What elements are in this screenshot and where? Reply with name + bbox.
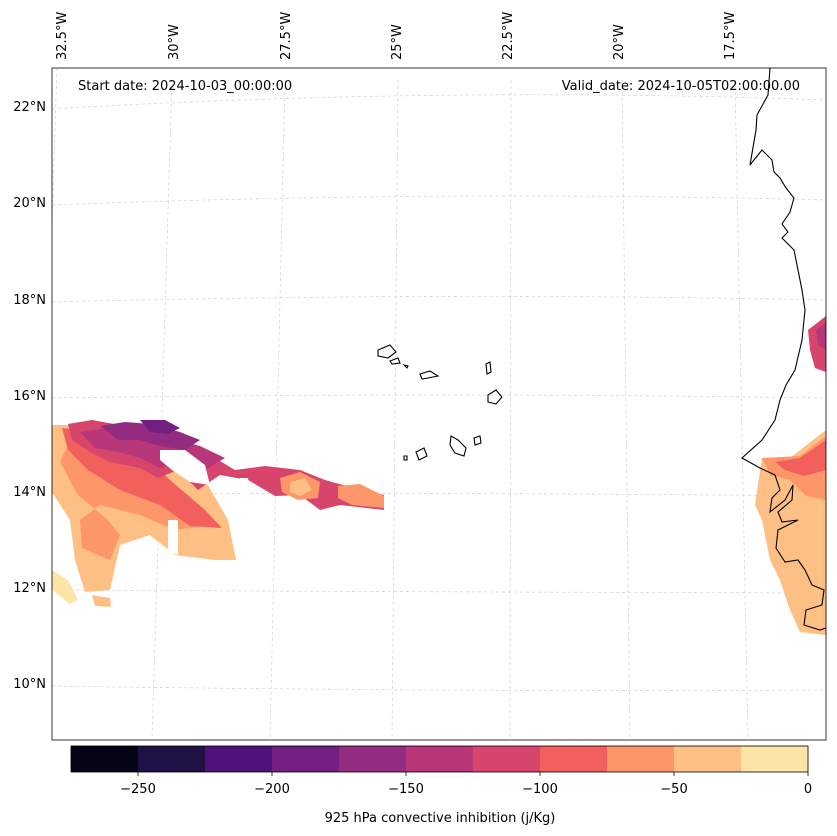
lat-label-16n: 16°N — [13, 389, 46, 404]
lon-label-22-5w: 22.5°W — [501, 12, 516, 60]
colorbar-swatch-10 — [674, 746, 742, 772]
cape-verde-santiago — [449, 435, 467, 457]
lat-labels: 22°N 20°N 18°N 16°N 14°N 12°N 10°N — [13, 100, 46, 692]
cape-verde-santa-luzia — [402, 363, 409, 369]
colorbar-swatch-11 — [741, 746, 809, 772]
cin-band-minus-75-to-minus-50-east2 — [338, 484, 384, 508]
lat-label-14n: 14°N — [13, 485, 46, 500]
colorbar-swatch-5 — [339, 746, 407, 772]
colorbar-title: 925 hPa convective inhibition (j/Kg) — [325, 811, 556, 826]
cape-verde-brava — [403, 455, 408, 461]
cape-verde-sal — [485, 361, 492, 375]
cin-east-band-minus-100 — [775, 440, 826, 476]
lat-label-18n: 18°N — [13, 293, 46, 308]
cin-contours-east — [755, 316, 826, 635]
lon-label-25w: 25°W — [390, 24, 405, 60]
lon-labels: 32.5°W 30°W 27.5°W 25°W 22.5°W 20°W 17.5… — [55, 12, 738, 60]
lon-label-27-5w: 27.5°W — [279, 12, 294, 60]
cin-band-minus-50-to-minus-25-b — [92, 595, 111, 607]
colorbar-tick-minus-100: −100 — [522, 782, 558, 797]
cape-verde-fogo — [415, 447, 428, 461]
lon-label-20w: 20°W — [612, 24, 627, 60]
colorbar-swatch-7 — [473, 746, 541, 772]
coastlines — [377, 67, 827, 631]
colorbar-swatch-9 — [607, 746, 675, 772]
lat-label-10n: 10°N — [13, 677, 46, 692]
colorbar-border — [70, 745, 809, 773]
valid-date-label: Valid_date: 2024-10-05T02:00:00.00 — [562, 79, 800, 94]
lon-label-32-5w: 32.5°W — [55, 12, 70, 60]
colorbar — [70, 745, 809, 776]
lat-label-22n: 22°N — [13, 100, 46, 115]
cin-east-band-north-inner — [816, 322, 826, 350]
colorbar-swatch-1 — [71, 746, 139, 772]
lat-label-20n: 20°N — [13, 196, 46, 211]
cin-band-minus-200-to-minus-175 — [140, 420, 180, 434]
map-panel — [52, 68, 826, 740]
colorbar-swatch-8 — [540, 746, 608, 772]
cin-band-minus-175-to-minus-150 — [100, 422, 200, 450]
cin-no-data-hole-3 — [168, 520, 178, 555]
start-date-label: Start date: 2024-10-03_00:00:00 — [78, 79, 292, 94]
cin-contours-west — [52, 420, 384, 607]
colorbar-swatch-4 — [272, 746, 340, 772]
lon-label-30w: 30°W — [167, 24, 182, 60]
colorbar-tick-minus-250: −250 — [120, 782, 156, 797]
cin-band-minus-25-to-0-a — [52, 570, 78, 604]
colorbar-tick-minus-150: −150 — [388, 782, 424, 797]
cape-verde-santo-antao — [377, 344, 397, 359]
colorbar-ticks: −250 −200 −150 −100 −50 0 — [120, 782, 812, 797]
colorbar-swatch-6 — [406, 746, 474, 772]
cape-verde-sao-vicente — [389, 357, 401, 365]
map-frame — [51, 67, 827, 741]
cin-no-data-hole — [160, 450, 210, 485]
cape-verde-sao-nicolau — [419, 370, 440, 380]
lon-label-17-5w: 17.5°W — [723, 12, 738, 60]
colorbar-tick-0: 0 — [804, 782, 812, 797]
colorbar-tick-minus-50: −50 — [660, 782, 687, 797]
cape-verde-boa-vista — [487, 389, 503, 405]
lat-label-12n: 12°N — [13, 581, 46, 596]
colorbar-tick-minus-200: −200 — [254, 782, 290, 797]
africa-coastline — [741, 67, 827, 631]
colorbar-swatch-2 — [138, 746, 206, 772]
gridlines — [51, 67, 827, 741]
colorbar-swatch-3 — [205, 746, 273, 772]
cin-band-minus-50-to-minus-25-east — [290, 478, 312, 496]
cape-verde-maio — [473, 435, 482, 446]
cin-no-data-hole-2 — [240, 478, 250, 496]
